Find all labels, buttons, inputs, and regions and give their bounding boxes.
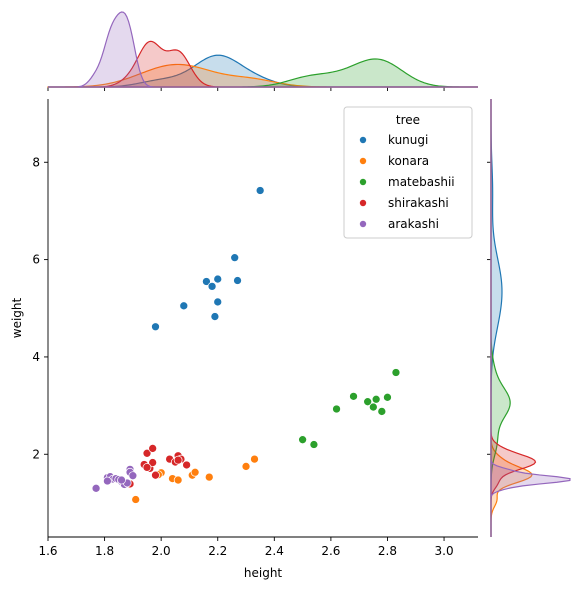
point-kunugi [233, 276, 242, 285]
y-tick-label: 6 [32, 253, 40, 267]
legend-title: tree [396, 113, 420, 127]
point-shirakashi [142, 448, 152, 458]
point-matebashii [309, 440, 319, 449]
point-kunugi [179, 301, 189, 311]
point-matebashii [298, 435, 307, 445]
right-marginal-kde [487, 99, 571, 537]
point-konara [204, 472, 214, 482]
main-scatter-axes: 1.6 1.8 2.0 2.2 2.4 2.6 2.8 3.0 2 4 6 8 [32, 99, 478, 558]
x-tick-label: 2.8 [378, 544, 397, 558]
point-kunugi [213, 297, 223, 307]
point-shirakashi [151, 470, 160, 480]
point-kunugi [213, 274, 223, 284]
x-tick-label: 2.6 [321, 544, 340, 558]
point-kunugi [151, 322, 160, 332]
point-shirakashi [173, 455, 183, 465]
point-matebashii [363, 397, 373, 407]
point-matebashii [332, 404, 341, 414]
point-kunugi [202, 277, 211, 286]
point-kunugi [255, 186, 265, 195]
kde-top-arakashi [48, 11, 478, 88]
x-tick-label: 2.4 [265, 544, 284, 558]
y-tick-label: 2 [32, 447, 40, 461]
y-tick-label: 4 [32, 350, 40, 364]
point-shirakashi [182, 460, 191, 470]
point-arakashi [91, 483, 101, 493]
x-axis-label: height [244, 566, 283, 580]
top-marginal-kde [47, 11, 478, 91]
point-matebashii [349, 392, 358, 401]
x-tick-label: 3.0 [435, 544, 454, 558]
legend-marker [359, 136, 367, 144]
point-konara [241, 462, 251, 471]
legend-entry: arakashi [388, 217, 439, 231]
point-konara [190, 467, 200, 477]
legend: tree kunugi konara matebashii shirakashi arak… [343, 106, 473, 239]
x-tick-label: 2.0 [152, 544, 171, 558]
point-arakashi [103, 476, 112, 486]
legend-entry: shirakashi [388, 196, 449, 210]
legend-marker [359, 199, 367, 207]
point-shirakashi [148, 458, 158, 467]
y-tick-label: 8 [32, 155, 40, 169]
legend-marker [359, 157, 367, 165]
point-matebashii [368, 402, 378, 412]
scatter-points [91, 186, 401, 504]
point-kunugi [230, 253, 240, 262]
point-konara [131, 495, 141, 504]
point-konara [250, 454, 259, 464]
y-axis-label: weight [10, 297, 24, 338]
legend-entry: konara [388, 154, 429, 168]
point-shirakashi [142, 463, 152, 472]
point-arakashi [117, 475, 126, 485]
x-tick-label: 1.8 [95, 544, 114, 558]
point-matebashii [391, 368, 401, 377]
point-shirakashi [148, 444, 158, 453]
legend-entry: kunugi [388, 133, 428, 147]
kde-right-arakashi [490, 99, 571, 537]
x-tick-label: 1.6 [38, 544, 57, 558]
point-matebashii [377, 407, 387, 416]
legend-entry: matebashii [388, 175, 455, 189]
legend-marker [359, 178, 367, 186]
point-arakashi [128, 471, 138, 481]
point-matebashii [371, 394, 381, 404]
legend-box [343, 106, 473, 239]
point-matebashii [383, 392, 392, 402]
x-tick-label: 2.2 [208, 544, 227, 558]
legend-marker [359, 220, 367, 228]
point-kunugi [207, 282, 217, 291]
point-kunugi [210, 312, 220, 321]
point-konara [173, 475, 183, 485]
